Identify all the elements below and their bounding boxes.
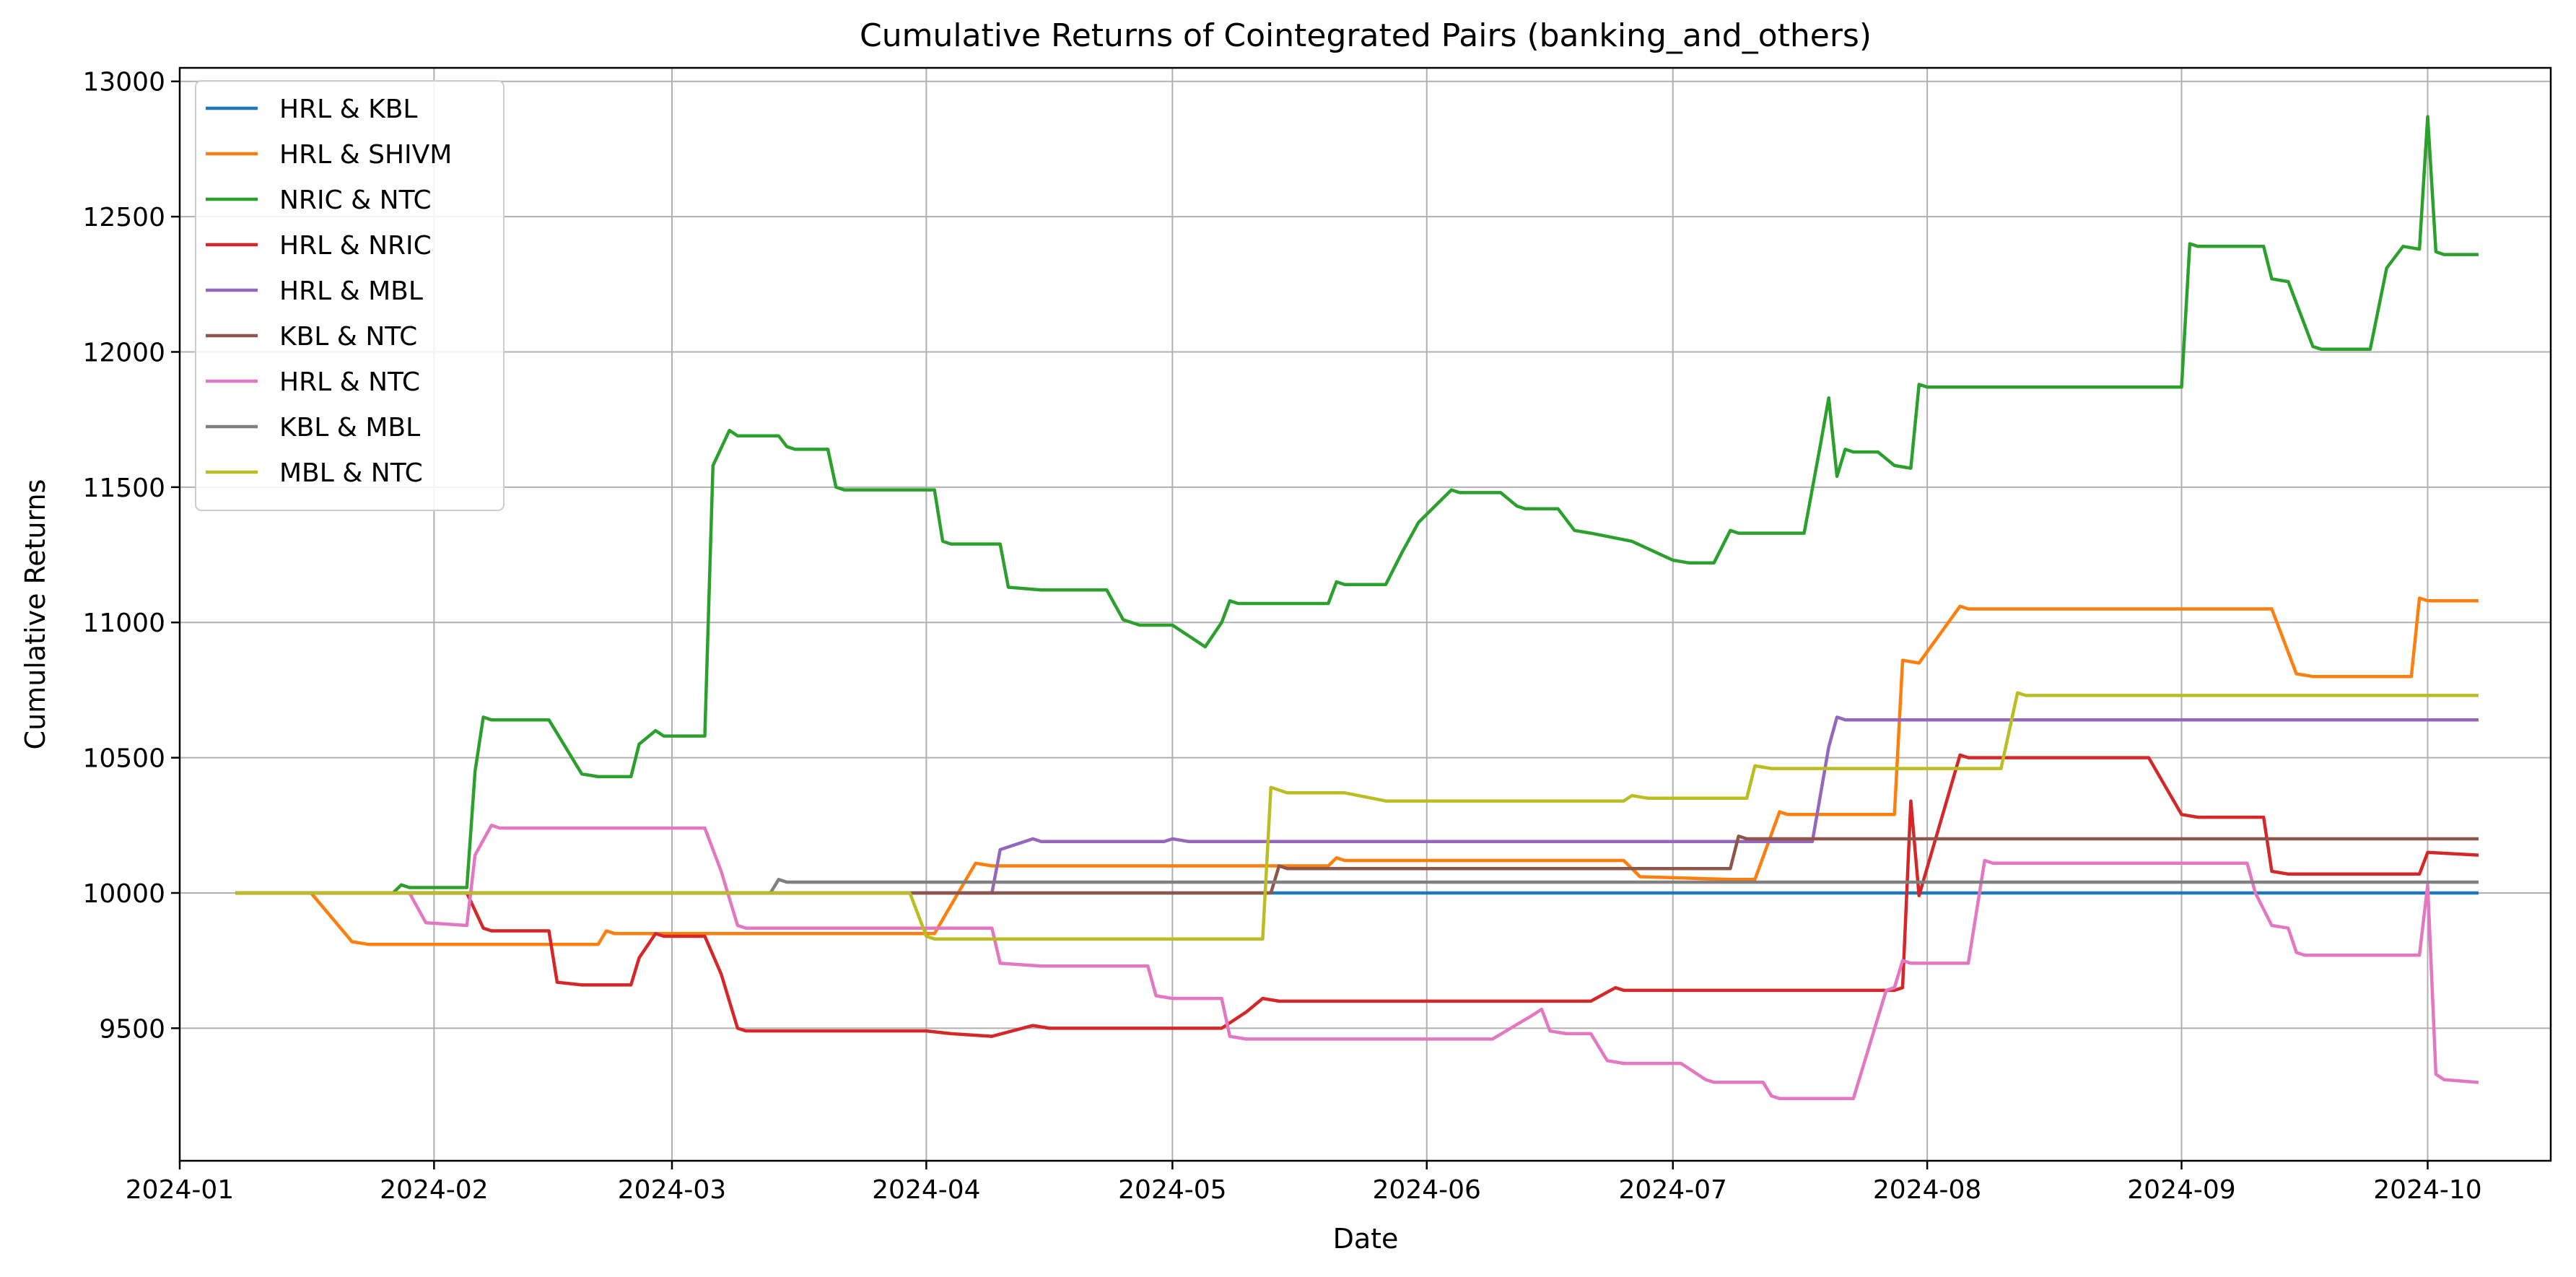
series-line-hrl-nric <box>235 753 2479 1038</box>
x-tick-label: 2024-07 <box>1619 1175 1727 1205</box>
legend: HRL & KBL HRL & SHIVM NRIC & NTC HRL & NRIC… <box>195 80 505 511</box>
y-tick-label: 11500 <box>82 474 165 503</box>
series-lines <box>235 115 2479 1101</box>
y-tick-label: 13000 <box>82 68 165 97</box>
legend-label-hrl-kbl: HRL & KBL <box>279 95 417 124</box>
legend-label-kbl-ntc: KBL & NTC <box>279 322 417 352</box>
chart-title: Cumulative Returns of Cointegrated Pairs… <box>860 17 1872 54</box>
y-tick-label: 9500 <box>99 1014 165 1044</box>
legend-label-hrl-shivm: HRL & SHIVM <box>279 140 452 170</box>
x-tick-label: 2024-09 <box>2127 1175 2235 1205</box>
y-tick-label: 10500 <box>82 744 165 774</box>
legend-label-hrl-ntc: HRL & NTC <box>279 367 420 397</box>
series-line-kbl-ntc <box>235 834 2479 895</box>
x-tick-label: 2024-02 <box>380 1175 488 1205</box>
legend-label-kbl-mbl: KBL & MBL <box>279 413 420 443</box>
y-tick-label: 12000 <box>82 338 165 367</box>
legend-box <box>195 80 505 511</box>
series-line-mbl-ntc <box>235 691 2479 941</box>
x-tick-label: 2024-03 <box>618 1175 726 1205</box>
x-tick-label: 2024-04 <box>872 1175 980 1205</box>
plot-frame <box>178 66 2552 1162</box>
series-line-nric-ntc <box>235 115 2479 895</box>
x-tick-label: 2024-10 <box>2373 1175 2481 1205</box>
axis-ticks: 2024-01 2024-02 2024-03 2024-04 2024-05 2024-… <box>82 68 2481 1205</box>
x-tick-label: 2024-05 <box>1118 1175 1226 1205</box>
legend-label-nric-ntc: NRIC & NTC <box>279 186 432 215</box>
y-tick-label: 11000 <box>82 609 165 638</box>
series-line-hrl-ntc <box>235 824 2479 1101</box>
x-tick-label: 2024-08 <box>1873 1175 1981 1205</box>
legend-label-hrl-mbl: HRL & MBL <box>279 276 423 306</box>
y-axis-label: Cumulative Returns <box>19 479 51 750</box>
y-tick-label: 12500 <box>82 203 165 232</box>
grid-lines <box>179 68 2551 1161</box>
x-axis-label: Date <box>1333 1223 1399 1255</box>
series-line-hrl-shivm <box>235 596 2479 946</box>
series-line-hrl-mbl <box>235 715 2479 895</box>
legend-label-mbl-ntc: MBL & NTC <box>279 458 423 488</box>
y-tick-label: 10000 <box>82 879 165 909</box>
legend-label-hrl-nric: HRL & NRIC <box>279 231 432 261</box>
x-tick-label: 2024-06 <box>1373 1175 1481 1205</box>
x-tick-label: 2024-01 <box>126 1175 234 1205</box>
